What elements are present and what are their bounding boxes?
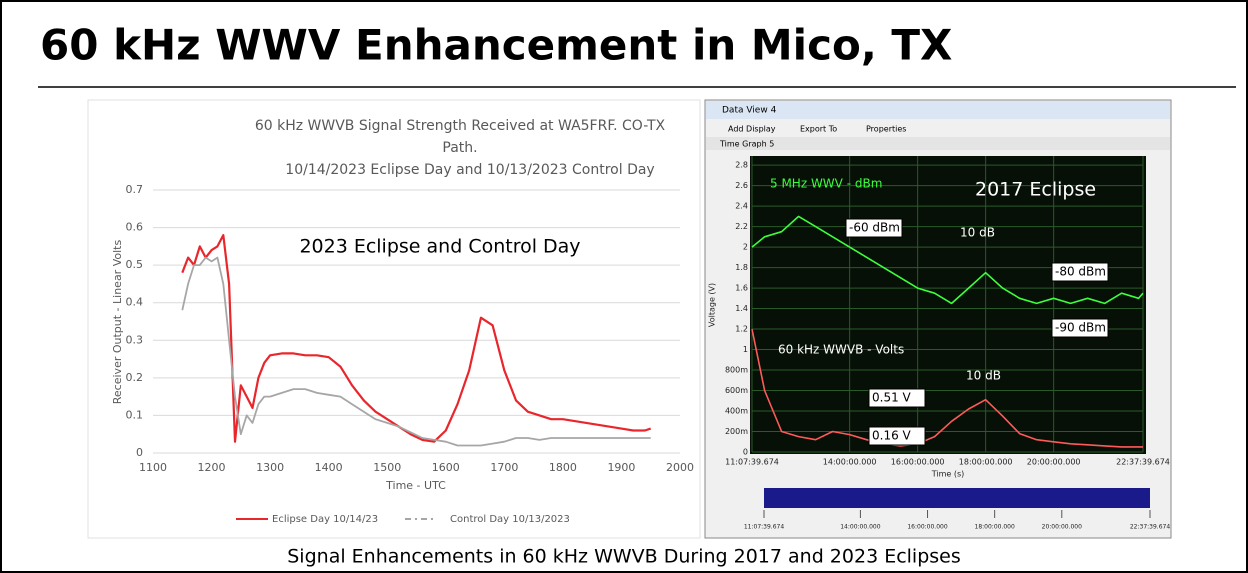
series-line (181, 256, 651, 447)
annotation: 2023 Eclipse and Control Day (299, 236, 580, 258)
x-axis-label: Time (s) (931, 470, 965, 479)
menu-item[interactable]: Export To (800, 125, 837, 134)
annotation-box (1051, 318, 1109, 338)
slide-title: 60 kHz WWV Enhancement in Mico, TX (40, 21, 952, 70)
annotation: -90 dBm (1055, 321, 1106, 335)
y-tick-label: 1.4 (735, 304, 748, 313)
y-tick-label: 0.3 (126, 333, 144, 346)
series-line (181, 234, 652, 443)
x-tick-label: 1100 (139, 461, 167, 474)
y-tick-label: 2.6 (735, 181, 748, 190)
overview-tick-label: 18:00:00.000 (975, 524, 1015, 531)
x-tick-label: 22:37:39.674 (1116, 458, 1170, 467)
x-tick-label: 11:07:39.674 (725, 458, 779, 467)
x-tick-label: 16:00:00.000 (891, 458, 945, 467)
window-tab (706, 137, 1170, 150)
annotation: -60 dBm (849, 221, 900, 235)
y-tick-label: 0 (743, 448, 748, 457)
chart-title: Path. (442, 140, 477, 156)
window-title: Data View 4 (722, 106, 777, 116)
annotation: 10 dB (966, 369, 1001, 383)
x-tick-label: 14:00:00.000 (823, 458, 877, 467)
y-tick-label: 200m (725, 427, 748, 436)
y-tick-label: 0.2 (126, 371, 144, 384)
y-tick-label: 1 (743, 345, 748, 354)
overview-tick-label: 14:00:00.000 (840, 524, 880, 531)
x-axis-label: Time - UTC (385, 479, 446, 492)
x-tick-label: 1800 (549, 461, 577, 474)
y-tick-label: 0.4 (126, 296, 144, 309)
x-tick-label: 18:00:00.000 (959, 458, 1013, 467)
x-tick-label: 1400 (315, 461, 343, 474)
x-tick-label: 1300 (256, 461, 284, 474)
annotation: -80 dBm (1055, 265, 1106, 279)
x-tick-label: 1600 (432, 461, 460, 474)
series-line (751, 215, 1144, 305)
annotation: 2017 Eclipse (975, 179, 1096, 201)
caption: Signal Enhancements in 60 kHz WWVB Durin… (287, 546, 961, 568)
legend-label: Control Day 10/13/2023 (450, 514, 570, 525)
y-tick-label: 800m (725, 366, 748, 375)
y-tick-label: 0.1 (126, 408, 144, 421)
legend-label: Eclipse Day 10/14/23 (272, 514, 378, 525)
y-tick-label: 0 (136, 446, 143, 459)
y-tick-label: 1.8 (735, 263, 748, 272)
overview-tick-label: 20:00:00.000 (1042, 524, 1082, 531)
annotation: 0.16 V (872, 429, 912, 443)
y-axis-label: Voltage (V) (708, 283, 717, 327)
y-tick-label: 2.2 (735, 222, 748, 231)
y-tick-label: 0.7 (126, 183, 144, 196)
overview-strip (764, 488, 1150, 508)
series-label: 60 kHz WWVB - Volts (778, 343, 904, 357)
x-tick-label: 2000 (666, 461, 694, 474)
y-tick-label: 0.6 (126, 221, 144, 234)
annotation-box (868, 388, 926, 408)
window-titlebar (706, 101, 1170, 119)
y-tick-label: 2.8 (735, 161, 748, 170)
x-tick-label: 1200 (198, 461, 226, 474)
x-tick-label: 1700 (490, 461, 518, 474)
menu-item[interactable]: Properties (866, 125, 906, 134)
series-label: 5 MHz WWV - dBm (770, 177, 882, 191)
annotation-box (845, 218, 903, 238)
plot-background (750, 156, 1146, 454)
overview-tick-label: 11:07:39.674 (744, 524, 784, 531)
annotation: 10 dB (960, 226, 995, 240)
annotation: 0.51 V (872, 391, 912, 405)
series-line (751, 328, 1143, 448)
x-tick-label: 1900 (607, 461, 635, 474)
annotation-box (1051, 262, 1109, 282)
chart-title: 60 kHz WWVB Signal Strength Received at … (255, 118, 666, 134)
y-tick-label: 2.4 (735, 202, 748, 211)
x-tick-label: 1500 (373, 461, 401, 474)
menu-item[interactable]: Add Display (728, 125, 776, 134)
chart-1-frame (87, 99, 701, 539)
y-tick-label: 1.2 (735, 325, 748, 334)
y-tick-label: 2 (743, 243, 748, 252)
y-tick-label: 0.5 (126, 258, 144, 271)
overview-tick-label: 22:37:39.674 (1130, 524, 1170, 531)
window-tab-label: Time Graph 5 (719, 140, 774, 149)
y-axis-label: Receiver Output - Linear Volts (111, 240, 124, 405)
annotation-box (868, 426, 926, 446)
x-tick-label: 20:00:00.000 (1027, 458, 1081, 467)
y-tick-label: 400m (725, 407, 748, 416)
y-tick-label: 1.6 (735, 284, 748, 293)
y-tick-label: 600m (725, 386, 748, 395)
overview-tick-label: 16:00:00.000 (907, 524, 947, 531)
chart-title: 10/14/2023 Eclipse Day and 10/13/2023 Co… (285, 162, 654, 178)
